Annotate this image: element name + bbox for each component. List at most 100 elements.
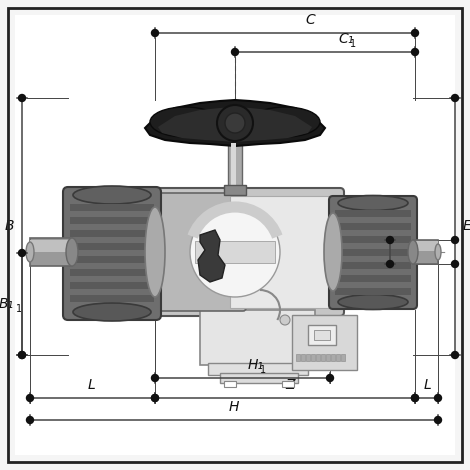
Polygon shape: [145, 100, 325, 146]
Bar: [70, 282, 154, 289]
Text: L: L: [423, 378, 431, 392]
Circle shape: [151, 30, 158, 37]
Circle shape: [225, 113, 245, 133]
Text: C: C: [305, 13, 315, 27]
FancyBboxPatch shape: [150, 193, 246, 311]
Ellipse shape: [408, 240, 418, 264]
Bar: [335, 249, 411, 256]
Bar: [200, 310, 315, 365]
Bar: [335, 262, 411, 269]
Circle shape: [452, 236, 459, 243]
Text: L: L: [88, 378, 96, 392]
Ellipse shape: [66, 238, 78, 266]
Ellipse shape: [324, 213, 342, 291]
FancyBboxPatch shape: [151, 188, 344, 316]
Circle shape: [18, 352, 25, 359]
Bar: [311, 354, 315, 361]
FancyBboxPatch shape: [63, 187, 161, 320]
Bar: [335, 275, 411, 282]
Circle shape: [452, 352, 459, 359]
Bar: [316, 354, 320, 361]
Bar: [292, 315, 357, 370]
Bar: [231, 143, 236, 191]
Text: B₁: B₁: [0, 297, 14, 311]
Bar: [335, 236, 411, 243]
Ellipse shape: [338, 196, 408, 211]
Bar: [70, 243, 154, 250]
Circle shape: [412, 30, 418, 37]
Bar: [70, 269, 154, 276]
Bar: [331, 354, 335, 361]
Text: E: E: [463, 219, 470, 234]
Polygon shape: [198, 230, 225, 282]
Ellipse shape: [150, 107, 220, 137]
Bar: [335, 288, 411, 295]
Circle shape: [386, 236, 393, 243]
Ellipse shape: [338, 295, 408, 310]
Ellipse shape: [250, 107, 320, 137]
Bar: [224, 185, 246, 195]
Ellipse shape: [73, 186, 151, 204]
Text: Z: Z: [285, 378, 295, 392]
Bar: [230, 196, 340, 308]
Circle shape: [151, 394, 158, 401]
Text: B: B: [5, 219, 14, 234]
Circle shape: [452, 260, 459, 267]
Circle shape: [151, 394, 158, 401]
Text: H₁: H₁: [248, 358, 264, 372]
Text: 1: 1: [260, 365, 266, 375]
Bar: [326, 354, 330, 361]
Bar: [335, 223, 411, 230]
Circle shape: [412, 48, 418, 55]
Circle shape: [18, 250, 25, 257]
Bar: [30, 238, 72, 266]
Bar: [224, 381, 236, 387]
Circle shape: [412, 394, 418, 401]
Circle shape: [232, 48, 238, 55]
Bar: [70, 230, 154, 237]
Polygon shape: [158, 107, 312, 142]
Circle shape: [151, 375, 158, 382]
Bar: [306, 354, 310, 361]
Bar: [70, 295, 154, 302]
Circle shape: [18, 352, 25, 359]
Bar: [413, 240, 438, 264]
Bar: [296, 354, 300, 361]
Bar: [228, 143, 242, 191]
Bar: [301, 354, 305, 361]
Circle shape: [327, 375, 334, 382]
FancyBboxPatch shape: [329, 196, 417, 309]
Circle shape: [452, 94, 459, 102]
Text: d: d: [373, 245, 382, 259]
Circle shape: [412, 394, 418, 401]
Ellipse shape: [26, 242, 34, 262]
Circle shape: [26, 416, 33, 423]
Circle shape: [190, 207, 280, 297]
Bar: [70, 256, 154, 263]
Text: 1: 1: [16, 304, 22, 314]
Circle shape: [18, 94, 25, 102]
Circle shape: [280, 315, 290, 325]
Circle shape: [217, 105, 253, 141]
Bar: [321, 354, 325, 361]
Bar: [308, 325, 336, 345]
Bar: [70, 204, 154, 211]
Circle shape: [434, 394, 441, 401]
Bar: [208, 363, 308, 375]
Circle shape: [434, 416, 441, 423]
Bar: [413, 241, 438, 251]
Ellipse shape: [145, 207, 165, 297]
Text: 1: 1: [350, 39, 356, 49]
Ellipse shape: [435, 244, 441, 260]
Bar: [335, 210, 411, 217]
Bar: [336, 354, 340, 361]
Bar: [341, 354, 345, 361]
Circle shape: [26, 394, 33, 401]
Bar: [220, 373, 298, 383]
Bar: [314, 330, 330, 340]
Bar: [70, 217, 154, 224]
Circle shape: [386, 260, 393, 267]
Text: H: H: [229, 400, 239, 414]
Bar: [195, 241, 275, 263]
Ellipse shape: [73, 303, 151, 321]
